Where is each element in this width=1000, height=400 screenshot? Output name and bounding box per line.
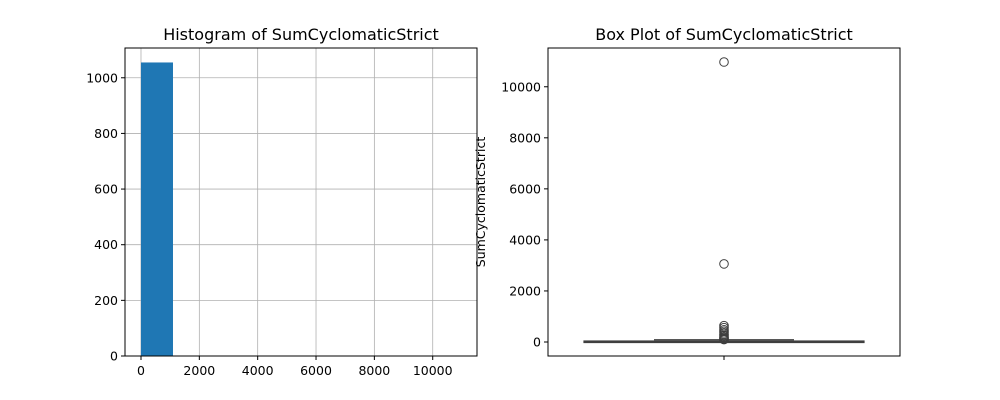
histogram-grid [125, 48, 477, 357]
histogram-x-tick-label: 8000 [358, 363, 390, 378]
histogram-bar [140, 62, 173, 357]
histogram-x-tick-label: 10000 [413, 363, 453, 378]
histogram-y-tick-label: 1000 [86, 70, 118, 85]
histogram-x-tick-label: 2000 [183, 363, 215, 378]
boxplot-outlier [719, 259, 729, 269]
histogram-y-tick-label: 400 [94, 237, 118, 252]
boxplot-y-tick-label: 0 [533, 334, 541, 349]
boxplot-outlier [719, 334, 729, 345]
histogram-y-tick-label: 800 [94, 126, 118, 141]
histogram-y-ticks: 0 200 400 600 800 1000 [86, 70, 125, 364]
histogram-y-tick-label: 600 [94, 182, 118, 197]
histogram-bars [140, 62, 462, 357]
boxplot-title: Box Plot of SumCyclomaticStrict [595, 25, 853, 44]
boxplot-y-tick-label: 4000 [509, 232, 541, 247]
boxplot-outliers [719, 57, 729, 345]
histogram-y-tick-label: 200 [94, 293, 118, 308]
histogram-frame [124, 47, 478, 357]
boxplot-y-tick-label: 2000 [509, 283, 541, 298]
histogram-x-ticks: 0 2000 4000 6000 8000 10000 [137, 356, 453, 378]
histogram-x-tick-label: 6000 [300, 363, 332, 378]
boxplot-y-ticks: 0 2000 4000 6000 8000 10000 [501, 79, 548, 349]
boxplot-y-tick-label: 10000 [501, 79, 541, 94]
boxplot-y-tick-label: 8000 [509, 130, 541, 145]
histogram-x-tick-label: 4000 [242, 363, 274, 378]
histogram-title: Histogram of SumCyclomaticStrict [163, 25, 439, 44]
boxplot-outlier [719, 57, 729, 67]
boxplot-chart: Box Plot of SumCyclomaticStrict 0 2000 400… [473, 25, 901, 360]
histogram-y-tick-label: 0 [110, 349, 118, 364]
boxplot-ylabel: SumCyclomaticStrict [473, 137, 488, 268]
boxplot-y-tick-label: 6000 [509, 181, 541, 196]
histogram-chart: Histogram of SumCyclomaticStrict 0 2000 40… [86, 25, 478, 378]
boxplot-frame [547, 47, 901, 357]
histogram-x-tick-label: 0 [137, 363, 145, 378]
